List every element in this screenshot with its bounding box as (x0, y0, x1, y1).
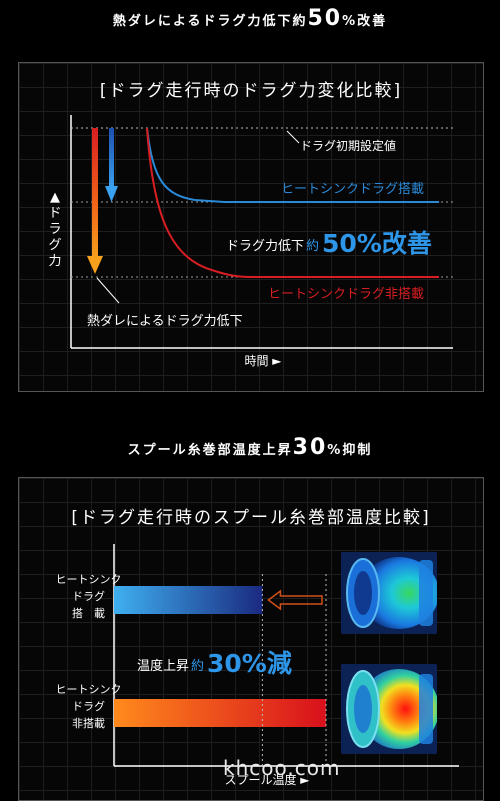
fade-label: 熱ダレによるドラグ力低下 (87, 314, 243, 329)
spool-temp-chart: 温度上昇約 30%減スプール温度 ► (113, 544, 459, 787)
with-heatsink-arrow-shaft (109, 128, 114, 188)
series-line-with-heatsink (146, 127, 439, 203)
chart-title: [ドラグ走行時のスプール糸巻部温度比較] (71, 508, 431, 528)
bar-with-heatsink (114, 586, 263, 614)
watermark: khcoo.com (223, 756, 341, 780)
reduction-prefix: ドラグ力低下 (226, 239, 304, 254)
chart-title: [ドラグ走行時のドラグ力変化比較] (99, 81, 403, 101)
reduction-approx: 約 (306, 239, 319, 254)
bar-label-line: ドラグ (72, 700, 105, 713)
headline-number: 30 (292, 435, 328, 460)
y-axis-label-char: ド (48, 206, 61, 221)
fade-arrow-shaft (92, 128, 98, 258)
y-axis-label-char: 力 (48, 254, 61, 269)
series-label-with-heatsink: ヒートシンクドラグ搭載 (281, 181, 424, 197)
y-axis-label-char: ▲ (50, 190, 60, 205)
x-axis-label: スプール温度 ► (224, 772, 310, 787)
bar-label-line: 非搭載 (72, 717, 105, 730)
thermal-image-with-heatsink (341, 552, 437, 634)
series-label-without-heatsink: ヒートシンクドラグ非搭載 (268, 286, 424, 302)
headline-spool-temp: スプール糸巻部温度上昇30%抑制 (0, 435, 500, 460)
drag-force-chart: ▲ドラグ力時間 ► ドラグ初期設定値ヒートシンクドラグ搭載ドラグ力低下約 50%改善… (48, 115, 453, 368)
fade-label-leader (96, 277, 120, 304)
bar-label-line: 搭 載 (72, 607, 105, 620)
headline-tail: %抑制 (327, 443, 373, 458)
series-line-without-heatsink (146, 127, 439, 278)
reduction-hollow-arrow (267, 589, 323, 611)
rise-approx: 約 (191, 659, 204, 674)
y-axis-label-char: ラ (48, 222, 61, 237)
rise-value: 30%減 (207, 649, 292, 678)
x-axis-label: 時間 ► (244, 354, 282, 368)
bar-label-line: ドラグ (72, 590, 105, 603)
initial-label-leader (286, 130, 300, 144)
y-axis-label-char: グ (48, 238, 61, 253)
spool-thermal-hot-image (341, 664, 437, 754)
bar-label-line: ヒートシンク (55, 683, 122, 696)
reduction-value: 50%改善 (322, 229, 432, 258)
headline-number: 50 (307, 6, 343, 31)
headline-drag-fade: 熱ダレによるドラグ力低下約50%改善 (0, 6, 500, 31)
bar-without-heatsink (114, 699, 326, 727)
initial-setting-label: ドラグ初期設定値 (300, 138, 396, 153)
bar-label-without-heatsink: ヒートシンク ドラグ 非搭載 (41, 681, 136, 732)
bar-label-line: ヒートシンク (55, 573, 122, 586)
headline-tail: %改善 (342, 14, 388, 29)
thermal-image-without-heatsink (341, 664, 437, 754)
fade-arrow-head (87, 256, 103, 274)
bar-label-with-heatsink: ヒートシンク ドラグ 搭 載 (41, 571, 136, 622)
rise-prefix: 温度上昇 (137, 658, 189, 674)
with-heatsink-arrow-head (105, 186, 118, 202)
spool-thermal-cool-image (341, 552, 437, 634)
headline-text: 熱ダレによるドラグ力低下約 (112, 14, 308, 29)
spool-temp-chart-panel: [ドラグ走行時のスプール糸巻部温度比較] ヒートシンク ドラグ 搭 載 ヒートシ… (18, 477, 484, 801)
headline-text: スプール糸巻部温度上昇 (127, 443, 293, 458)
drag-force-chart-panel: [ドラグ走行時のドラグ力変化比較] ▲ ドラグ力時間 ► ドラグ初期設定値ヒートシン… (18, 62, 484, 392)
